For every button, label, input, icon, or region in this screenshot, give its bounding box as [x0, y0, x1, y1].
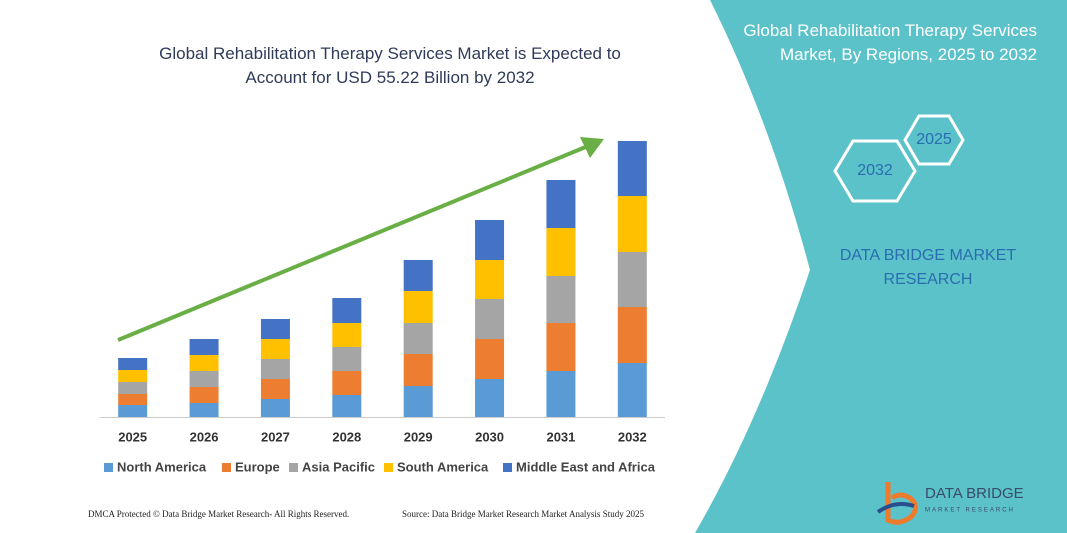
side-panel: [695, 0, 1067, 533]
bar-segment: [332, 323, 362, 347]
bar-segment: [189, 339, 219, 355]
bar-segment: [617, 252, 647, 307]
bar-segment: [118, 370, 148, 382]
bar-segment: [617, 363, 647, 417]
chart-title: Global Rehabilitation Therapy Services M…: [159, 44, 621, 87]
hex-label: 2032: [857, 162, 893, 179]
bar-segment: [118, 405, 148, 417]
arrow-head: [580, 137, 604, 158]
bar-segment: [118, 394, 148, 405]
x-tick-label: 2026: [190, 429, 219, 444]
bar-segment: [118, 358, 148, 370]
legend-swatch: [503, 463, 512, 472]
bar-segment: [260, 379, 290, 399]
bar-segment: [260, 359, 290, 379]
legend-label: Middle East and Africa: [516, 459, 656, 474]
bar-segment: [475, 220, 505, 260]
bar-segment: [332, 298, 362, 323]
x-tick-label: 2028: [332, 429, 361, 444]
logo-tagline: MARKET RESEARCH: [925, 508, 1015, 514]
x-tick-label: 2032: [618, 429, 647, 444]
bar-segment: [475, 299, 505, 339]
bar-segment: [189, 371, 219, 387]
bar-segment: [546, 180, 576, 228]
bar-segment: [617, 307, 647, 363]
bar-segment: [332, 371, 362, 395]
x-tick-label: 2025: [118, 429, 147, 444]
bar-segment: [332, 395, 362, 417]
trend-arrow: [117, 144, 589, 342]
legend-swatch: [289, 463, 298, 472]
legend-label: Europe: [235, 459, 280, 474]
legend-label: South America: [397, 459, 489, 474]
legend-swatch: [222, 463, 231, 472]
bar-segment: [260, 319, 290, 339]
bar-segment: [118, 382, 148, 394]
bar-segment: [617, 196, 647, 252]
legend-label: North America: [117, 459, 207, 474]
footer-right: Source: Data Bridge Market Research Mark…: [402, 509, 644, 519]
logo-mark: [876, 502, 915, 514]
logo-name: DATA BRIDGE: [925, 485, 1024, 502]
legend-swatch: [104, 463, 113, 472]
x-tick-label: 2027: [261, 429, 290, 444]
bar-segment: [332, 347, 362, 371]
legend-label: Asia Pacific: [302, 459, 375, 474]
hex-label: 2025: [916, 131, 952, 148]
legend-swatch: [384, 463, 393, 472]
bar-segment: [546, 371, 576, 417]
bar-segment: [403, 323, 433, 354]
brand-text: DATA BRIDGE MARKET RESEARCH: [839, 247, 1017, 288]
x-tick-label: 2031: [546, 429, 575, 444]
bar-segment: [546, 228, 576, 276]
panel-title: Global Rehabilitation Therapy Services M…: [743, 21, 1037, 64]
bar-segment: [403, 386, 433, 417]
bar-segment: [403, 291, 433, 323]
bar-segment: [403, 354, 433, 386]
footer-left: DMCA Protected © Data Bridge Market Rese…: [88, 509, 349, 519]
bar-segment: [403, 260, 433, 291]
bar-segment: [189, 387, 219, 403]
bar-segment: [475, 260, 505, 299]
bar-segment: [475, 379, 505, 417]
bar-segment: [260, 399, 290, 417]
bar-segment: [475, 339, 505, 379]
bar-segment: [546, 323, 576, 371]
x-tick-label: 2030: [475, 429, 504, 444]
bar-segment: [260, 339, 290, 359]
bar-segment: [617, 141, 647, 196]
hexagon: [833, 139, 917, 203]
bar-segment: [189, 403, 219, 417]
x-tick-label: 2029: [404, 429, 433, 444]
logo-mark: [885, 482, 918, 525]
hexagon: [903, 114, 965, 166]
bar-segment: [189, 355, 219, 371]
bar-segment: [546, 276, 576, 323]
